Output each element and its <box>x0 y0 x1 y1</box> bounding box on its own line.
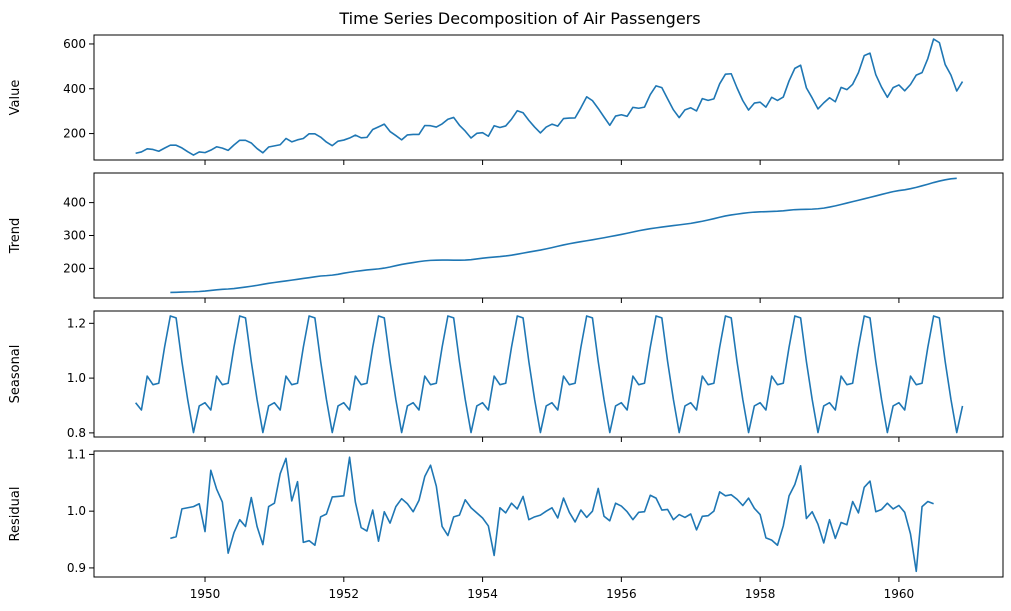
value-ylabel: Value <box>8 80 23 116</box>
seasonal-ylabel: Seasonal <box>8 345 23 404</box>
seasonal-series-line <box>135 315 964 434</box>
value-ytick-label: 200 <box>63 127 86 141</box>
residual-ytick-label: 1.0 <box>67 504 86 518</box>
trend-axes-frame <box>93 172 1004 299</box>
seasonal-ytick-label: 1.2 <box>67 316 86 330</box>
residual-ytick-label: 1.1 <box>67 447 86 461</box>
residual-axes-frame <box>93 450 1004 578</box>
trend-ytick-label: 200 <box>63 261 86 275</box>
trend-panel: 200 300 400 Trend <box>8 172 1004 303</box>
trend-series-line <box>170 177 957 294</box>
seasonal-ytick-label: 1.0 <box>67 371 86 385</box>
xtick-label-1958: 1958 <box>745 587 776 601</box>
trend-ytick-label: 400 <box>63 196 86 210</box>
residual-ylabel: Residual <box>8 487 23 542</box>
trend-ytick-label: 300 <box>63 229 86 243</box>
xtick-label-1956: 1956 <box>606 587 637 601</box>
value-panel: 200 400 600 Value <box>8 34 1004 165</box>
value-axes-frame <box>93 34 1004 161</box>
figure-title: Time Series Decomposition of Air Passeng… <box>338 9 700 28</box>
seasonal-axes-frame <box>93 310 1004 438</box>
trend-ylabel: Trend <box>8 218 23 255</box>
seasonal-panel: 0.8 1.0 1.2 Seasonal <box>8 310 1004 442</box>
value-series-line <box>135 38 964 156</box>
xtick-label-1950: 1950 <box>190 587 221 601</box>
xtick-label-1952: 1952 <box>329 587 360 601</box>
value-ytick-label: 400 <box>63 82 86 96</box>
residual-series-line <box>170 456 934 573</box>
residual-panel: 0.9 1.0 1.1 Residual 1950 1952 1954 1956 1958 196… <box>8 447 1004 601</box>
residual-ytick-label: 0.9 <box>67 561 86 575</box>
xtick-label-1954: 1954 <box>467 587 498 601</box>
panels-group: 200 400 600 Value 200 300 400 Trend 0.8 1.0 1.2 Sea… <box>8 34 1004 601</box>
value-ytick-label: 600 <box>63 37 86 51</box>
xtick-label-1960: 1960 <box>884 587 915 601</box>
seasonal-ytick-label: 0.8 <box>67 426 86 440</box>
